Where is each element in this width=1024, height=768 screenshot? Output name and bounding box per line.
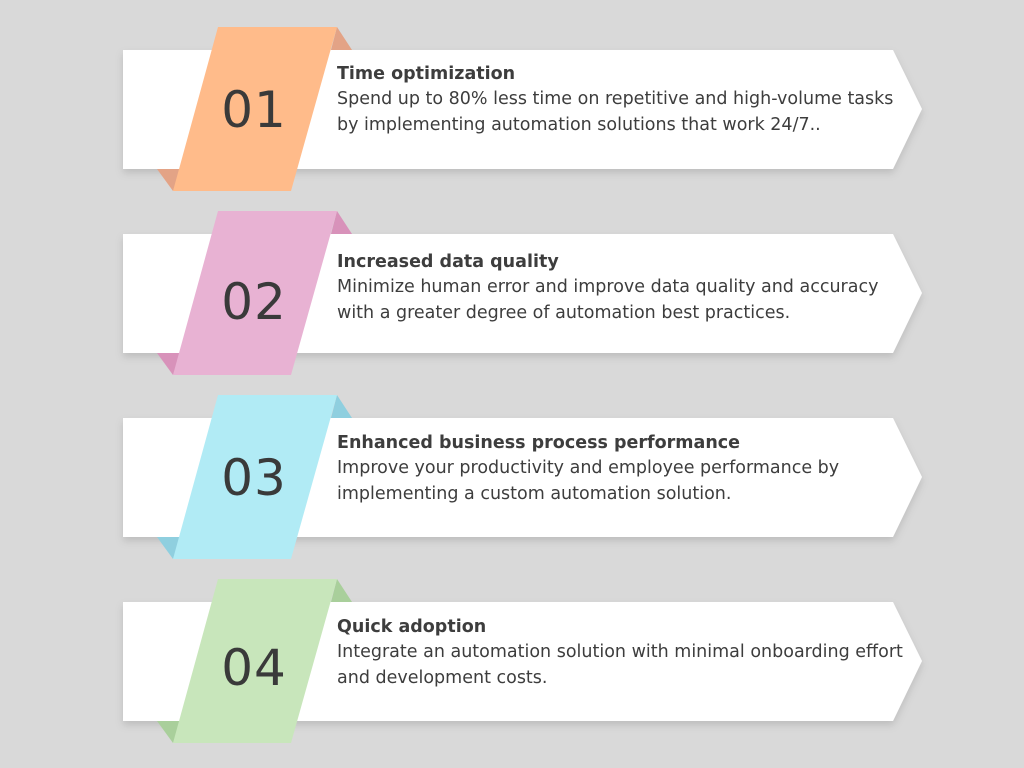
step-3-number: 03 <box>221 449 287 507</box>
step-4: 04 Quick adoption Integrate an automatio… <box>0 579 1024 749</box>
step-3-arrow-banner <box>123 418 922 537</box>
step-3-text: Enhanced business process performance Im… <box>337 431 912 507</box>
step-3-description: Improve your productivity and employee p… <box>337 458 840 504</box>
step-2-shape <box>123 211 922 375</box>
step-3-tab <box>173 395 337 559</box>
step-4-fold-top <box>331 579 352 602</box>
step-2-fold-top <box>331 211 352 234</box>
step-4-description: Integrate an automation solution with mi… <box>337 642 903 688</box>
step-2-text: Increased data quality Minimize human er… <box>337 250 912 326</box>
step-3: 03 Enhanced business process performance… <box>0 395 1024 565</box>
step-1-arrow-banner <box>123 50 922 169</box>
step-3-title: Enhanced business process performance <box>337 433 741 453</box>
step-1-tab <box>173 27 337 191</box>
step-4-number: 04 <box>221 639 287 697</box>
step-2-number: 02 <box>221 273 287 331</box>
step-3-fold-top <box>331 395 352 418</box>
step-2: 02 Increased data quality Minimize human… <box>0 211 1024 381</box>
step-4-title: Quick adoption <box>337 617 487 637</box>
step-1-title: Time optimization <box>337 64 516 84</box>
step-4-text: Quick adoption Integrate an automation s… <box>337 615 912 691</box>
step-1-description: Spend up to 80% less time on repetitive … <box>337 89 894 135</box>
step-2-description: Minimize human error and improve data qu… <box>337 277 879 323</box>
step-3-shape <box>123 395 922 559</box>
step-1-shape <box>123 27 922 191</box>
step-1: 01 Time optimization Spend up to 80% les… <box>0 27 1024 197</box>
step-2-tab <box>173 211 337 375</box>
step-2-title: Increased data quality <box>337 252 559 272</box>
step-1-text: Time optimization Spend up to 80% less t… <box>337 62 912 138</box>
step-2-arrow-banner <box>123 234 922 353</box>
step-1-fold-top <box>331 27 352 50</box>
step-4-tab <box>173 579 337 743</box>
step-1-number: 01 <box>221 81 287 139</box>
step-4-arrow-banner <box>123 602 922 721</box>
step-4-shape <box>123 579 922 743</box>
